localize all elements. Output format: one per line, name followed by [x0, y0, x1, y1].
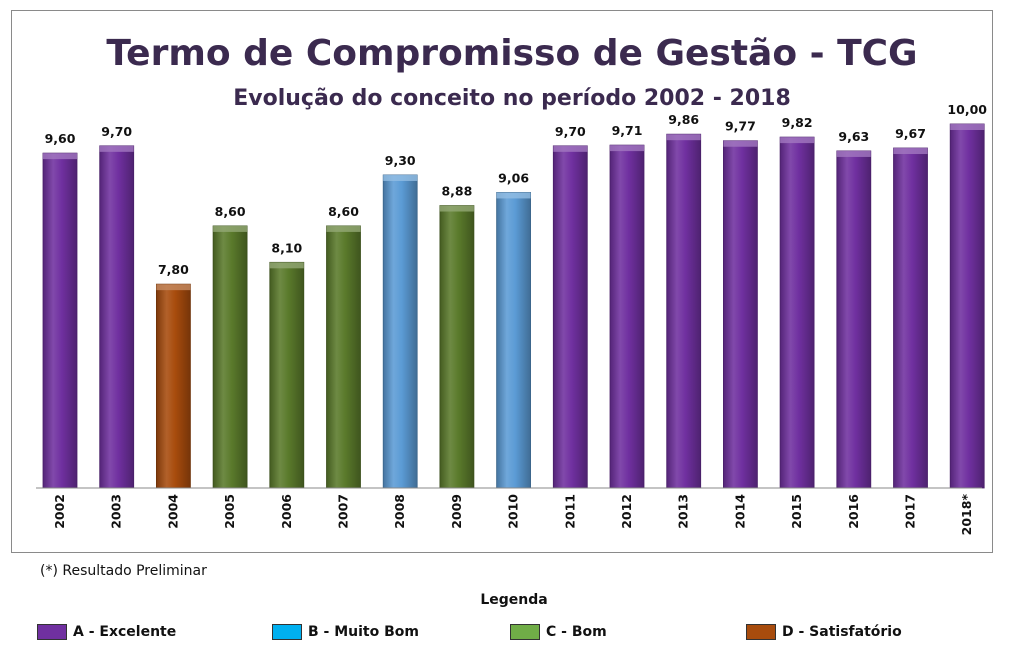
bar-2003	[99, 145, 135, 489]
legend-swatch-d	[746, 624, 776, 640]
bar-2012	[609, 144, 645, 489]
x-tick-label: 2002	[52, 494, 67, 529]
bar-cap-2006	[269, 262, 304, 269]
bar-2005	[212, 225, 248, 489]
legend-item-muito-bom: B - Muito Bom	[272, 622, 419, 642]
legend-swatch-b	[272, 624, 302, 640]
value-label: 9,70	[555, 124, 586, 139]
chart-subtitle: Evolução do conceito no período 2002 - 2…	[233, 86, 791, 111]
x-tick-label: 2004	[165, 494, 180, 529]
bar-cap-2015	[780, 137, 815, 144]
bar-cap-2007	[326, 225, 361, 232]
value-label: 10,00	[947, 102, 987, 117]
value-label: 9,77	[725, 119, 756, 134]
legend-swatch-a	[37, 624, 67, 640]
legend-title: Legenda	[480, 592, 548, 608]
legend-label-b: B - Muito Bom	[308, 624, 419, 640]
bar-cap-2009	[439, 205, 474, 212]
bar-cap-2011	[553, 145, 588, 152]
value-label: 8,60	[215, 204, 246, 219]
value-label: 8,10	[271, 240, 302, 255]
value-label: 8,88	[441, 184, 472, 199]
x-tick-label: 2012	[619, 494, 634, 529]
chart-frame: Termo de Compromisso de Gestão - TCG Evo…	[11, 10, 993, 553]
x-tick-label: 2003	[109, 494, 124, 529]
bar-cap-2016	[836, 150, 871, 157]
value-label: 9,30	[385, 153, 416, 168]
bar-2016	[836, 150, 872, 489]
legend-swatch-c	[510, 624, 540, 640]
bar-2011	[552, 145, 588, 489]
x-tick-label: 2015	[789, 494, 804, 529]
bar-2017	[893, 147, 928, 489]
x-tick-label: 2016	[846, 494, 861, 529]
legend-item-bom: C - Bom	[510, 622, 607, 642]
value-label: 9,06	[498, 170, 529, 185]
bar-2015	[779, 136, 815, 489]
x-tick-label: 2009	[449, 494, 464, 529]
bar-cap-2005	[213, 225, 248, 232]
value-label: 9,63	[838, 129, 869, 144]
chart-title: Termo de Compromisso de Gestão - TCG	[106, 33, 917, 74]
bar-2018	[949, 123, 985, 489]
bar-2004	[155, 283, 191, 489]
value-label: 9,71	[612, 123, 643, 138]
bar-cap-2004	[156, 284, 191, 291]
bar-2013	[666, 133, 702, 489]
x-tick-label: 2017	[903, 494, 918, 529]
bar-cap-2002	[43, 153, 77, 160]
bar-cap-2003	[99, 145, 134, 152]
bar-cap-2008	[383, 174, 418, 181]
value-label: 8,60	[328, 204, 359, 219]
legend-item-satisfatorio: D - Satisfatório	[746, 622, 902, 642]
footnote: (*) Resultado Preliminar	[40, 563, 207, 579]
bar-2006	[269, 261, 305, 489]
bar-cap-2013	[666, 134, 701, 141]
legend-label-c: C - Bom	[546, 624, 607, 640]
bar-cap-2014	[723, 140, 758, 147]
x-tick-label: 2007	[336, 494, 351, 529]
legend-label-a: A - Excelente	[73, 624, 177, 640]
bar-series: 9,60 2002 9,70 2003 7,80 2004 8,60 2005 8,10 2006…	[42, 102, 987, 536]
x-tick-label: 2005	[222, 494, 237, 529]
bar-2009	[439, 205, 475, 489]
bar-2002	[42, 152, 78, 489]
bar-cap-2010	[496, 192, 531, 199]
legend-item-excelente: A - Excelente	[37, 622, 176, 642]
x-tick-label: 2010	[506, 494, 521, 529]
value-label: 9,70	[101, 124, 132, 139]
value-label: 9,86	[668, 112, 699, 127]
value-label: 9,67	[895, 126, 926, 141]
bar-2014	[723, 140, 758, 489]
x-tick-label: 2008	[392, 494, 407, 529]
bar-cap-2012	[610, 145, 644, 152]
bar-2008	[382, 174, 418, 489]
x-tick-label: 2013	[676, 494, 691, 529]
x-tick-label: 2011	[562, 494, 577, 529]
bar-cap-2017	[893, 148, 928, 155]
bar-cap-2018	[950, 124, 985, 130]
x-tick-label: 2018*	[959, 494, 974, 536]
bar-2010	[496, 192, 532, 489]
value-label: 9,60	[45, 131, 76, 146]
x-tick-label: 2014	[732, 494, 747, 529]
value-label: 9,82	[782, 115, 813, 130]
x-tick-label: 2006	[279, 494, 294, 529]
bar-chart: Termo de Compromisso de Gestão - TCG Evo…	[36, 33, 987, 536]
bar-2007	[326, 225, 361, 489]
value-label: 7,80	[158, 262, 189, 277]
legend-label-d: D - Satisfatório	[782, 624, 902, 640]
